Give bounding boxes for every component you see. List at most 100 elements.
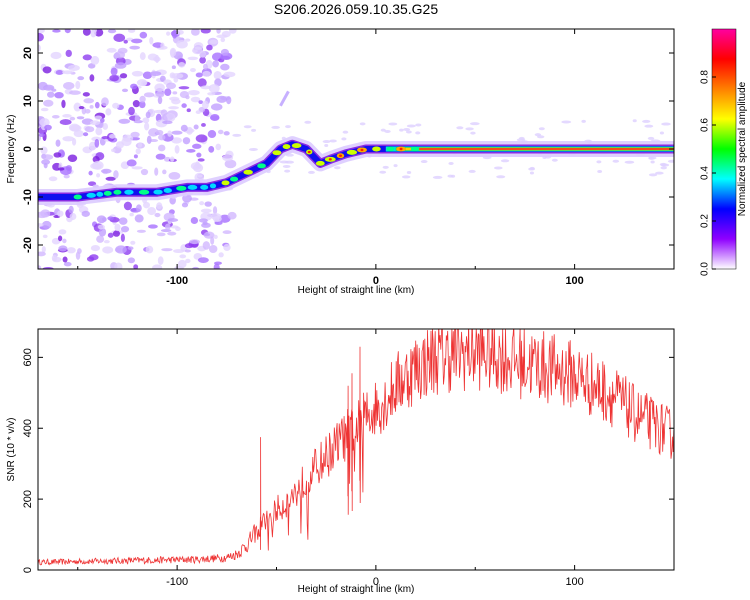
snr-frame bbox=[37, 328, 675, 571]
noise-blob bbox=[199, 201, 205, 206]
noise-blob bbox=[215, 143, 222, 151]
noise-blob bbox=[154, 167, 159, 176]
noise-blob bbox=[113, 33, 126, 42]
noise-blob bbox=[359, 122, 366, 126]
noise-blob bbox=[200, 208, 212, 214]
noise-blob bbox=[165, 82, 177, 90]
x-tick-label: -100 bbox=[166, 275, 188, 287]
noise-blob bbox=[114, 51, 126, 59]
noise-blob bbox=[114, 262, 123, 269]
noise-blob bbox=[341, 137, 347, 141]
noise-blob bbox=[38, 132, 45, 137]
noise-blob bbox=[82, 29, 91, 36]
noise-blob bbox=[177, 259, 187, 269]
noise-blob bbox=[202, 63, 208, 70]
noise-blob bbox=[169, 72, 176, 79]
noise-blob bbox=[648, 156, 657, 160]
noise-blob bbox=[155, 130, 164, 136]
noise-blob bbox=[38, 29, 45, 34]
noise-blob bbox=[171, 130, 183, 135]
y-tick-label: 0 bbox=[22, 146, 34, 152]
noise-blob bbox=[92, 160, 104, 170]
noise-blob bbox=[52, 29, 61, 33]
noise-blob bbox=[38, 265, 42, 269]
noise-blob bbox=[174, 145, 180, 154]
noise-blob bbox=[118, 217, 128, 225]
noise-blob bbox=[329, 139, 337, 143]
noise-blob bbox=[496, 175, 506, 179]
noise-blob bbox=[155, 91, 165, 98]
noise-blob bbox=[129, 45, 141, 50]
snr-series-line bbox=[38, 329, 674, 566]
noise-blob bbox=[112, 102, 120, 109]
noise-blob bbox=[89, 254, 99, 261]
noise-blob bbox=[271, 125, 280, 129]
noise-blob bbox=[155, 153, 166, 160]
noise-blob bbox=[166, 31, 171, 36]
noise-blob bbox=[107, 29, 117, 34]
noise-blob bbox=[223, 243, 231, 252]
noise-blob bbox=[197, 158, 205, 162]
noise-blob bbox=[42, 266, 54, 269]
noise-blob bbox=[197, 257, 209, 263]
noise-blob bbox=[171, 137, 183, 144]
noise-blob bbox=[201, 122, 206, 127]
noise-blob bbox=[38, 32, 44, 42]
noise-blob bbox=[127, 29, 136, 33]
noise-blob bbox=[58, 229, 67, 235]
noise-blob bbox=[69, 212, 77, 221]
noise-blob bbox=[324, 143, 329, 147]
noise-blob bbox=[62, 114, 72, 118]
noise-blob bbox=[47, 91, 55, 98]
noise-blob bbox=[152, 264, 163, 269]
noise-blob bbox=[181, 103, 187, 108]
noise-blob bbox=[647, 136, 655, 140]
noise-blob bbox=[405, 130, 412, 134]
noise-blob bbox=[114, 62, 127, 69]
noise-blob bbox=[115, 141, 124, 149]
noise-blob bbox=[213, 70, 222, 80]
noise-blob bbox=[107, 232, 114, 238]
noise-blob bbox=[379, 170, 387, 174]
noise-blob bbox=[223, 131, 230, 136]
noise-blob bbox=[82, 92, 90, 97]
ridge-knot bbox=[372, 146, 381, 152]
noise-blob bbox=[208, 84, 220, 93]
noise-blob bbox=[308, 170, 315, 174]
noise-blob bbox=[68, 90, 81, 95]
noise-blob bbox=[148, 224, 158, 229]
noise-blob bbox=[131, 166, 143, 170]
y-tick-label: -20 bbox=[22, 237, 34, 253]
noise-blob bbox=[43, 99, 54, 107]
y-tick-label: 400 bbox=[22, 419, 34, 437]
noise-blob bbox=[67, 154, 78, 163]
noise-blob bbox=[187, 56, 199, 61]
noise-blob bbox=[145, 111, 151, 119]
noise-blob bbox=[168, 172, 181, 180]
noise-blob bbox=[134, 114, 140, 123]
noise-blob bbox=[120, 233, 125, 243]
ridge-core bbox=[399, 147, 403, 151]
ridge-core bbox=[338, 154, 342, 157]
noise-blob bbox=[500, 159, 510, 163]
noise-blob bbox=[401, 175, 411, 179]
noise-blob bbox=[201, 100, 209, 109]
noise-blob bbox=[210, 103, 223, 111]
noise-blob bbox=[118, 118, 131, 124]
ridge-knot bbox=[163, 188, 172, 194]
noise-blob bbox=[406, 124, 416, 128]
noise-blob bbox=[139, 31, 148, 39]
noise-blob bbox=[192, 49, 198, 53]
noise-blob bbox=[448, 161, 454, 165]
noise-blob bbox=[199, 56, 206, 64]
x-tick-label: 100 bbox=[565, 576, 583, 588]
ridge-knot bbox=[96, 191, 104, 197]
noise-blob bbox=[73, 102, 82, 112]
noise-blob bbox=[470, 131, 476, 135]
noise-blob bbox=[213, 234, 218, 240]
noise-blob bbox=[185, 258, 191, 264]
noise-blob bbox=[171, 29, 178, 39]
noise-blob bbox=[189, 239, 200, 245]
noise-blob bbox=[89, 74, 95, 82]
noise-blob bbox=[51, 88, 57, 92]
